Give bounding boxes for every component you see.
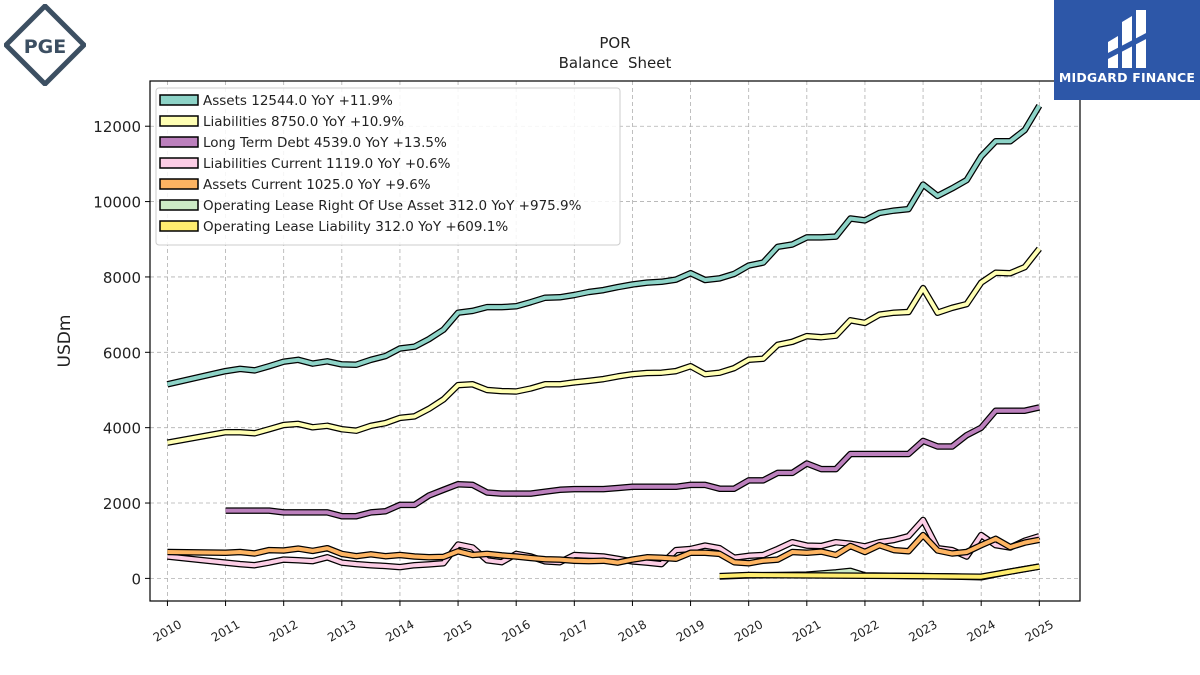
y-tick-label: 4000 bbox=[103, 420, 141, 438]
x-tick-label: 2020 bbox=[732, 617, 765, 644]
series-outline-1 bbox=[166, 246, 1042, 446]
legend-swatch-5 bbox=[159, 199, 199, 211]
midgard-finance-logo: MIDGARD FINANCE bbox=[1054, 0, 1200, 100]
x-tick-label: 2017 bbox=[558, 617, 591, 644]
x-tick-label: 2025 bbox=[1023, 617, 1056, 644]
legend-swatch-2 bbox=[159, 136, 199, 148]
legend-label-6: Operating Lease Liability 312.0 YoY +609… bbox=[203, 219, 508, 235]
x-tick-label: 2013 bbox=[325, 617, 358, 644]
x-tick-label: 2019 bbox=[674, 617, 707, 644]
company-logo-text: PGE bbox=[24, 36, 67, 58]
x-tick-label: 2014 bbox=[383, 617, 416, 644]
series-line-1 bbox=[167, 247, 1041, 445]
x-tick-label: 2023 bbox=[906, 617, 939, 644]
legend-swatch-4 bbox=[159, 178, 199, 190]
x-tick-label: 2016 bbox=[499, 617, 532, 644]
diamond-logo-icon bbox=[2, 2, 88, 88]
legend-label-3: Liabilities Current 1119.0 YoY +0.6% bbox=[203, 156, 451, 172]
series-line-6 bbox=[719, 564, 1040, 579]
plot-frame bbox=[149, 80, 1081, 602]
x-tick-label: 2010 bbox=[151, 617, 184, 644]
x-tick-label: 2018 bbox=[616, 617, 649, 644]
chart-title: POR bbox=[599, 34, 630, 52]
legend-label-1: Liabilities 8750.0 YoY +10.9% bbox=[203, 114, 404, 130]
midgard-finance-logo-text: MIDGARD FINANCE bbox=[1058, 70, 1196, 85]
series-line-2 bbox=[225, 405, 1040, 519]
y-ticks: 0 2000 4000 6000 8000 10000 12000 bbox=[93, 118, 150, 588]
legend-swatch-3 bbox=[159, 157, 199, 169]
midgard-emblem-icon bbox=[1106, 10, 1148, 68]
x-tick-label: 2012 bbox=[267, 617, 300, 644]
x-tick-label: 2021 bbox=[790, 617, 823, 644]
legend-label-2: Long Term Debt 4539.0 YoY +13.5% bbox=[203, 135, 447, 151]
y-tick-label: 2000 bbox=[103, 495, 141, 513]
series-line-0 bbox=[166, 104, 1042, 387]
legend: Assets 12544.0 YoY +11.9% Liabilities 875… bbox=[155, 87, 621, 246]
y-tick-label: 12000 bbox=[93, 118, 141, 136]
y-tick-label: 10000 bbox=[93, 194, 141, 212]
chart-subtitle: Balance Sheet bbox=[559, 54, 672, 72]
x-tick-label: 2022 bbox=[848, 617, 881, 644]
legend-swatch-1 bbox=[159, 115, 199, 127]
y-tick-label: 6000 bbox=[103, 344, 141, 362]
x-tick-label: 2024 bbox=[964, 617, 997, 644]
legend-swatch-0 bbox=[159, 94, 199, 106]
x-tick-label: 2015 bbox=[441, 617, 474, 644]
series-line-4 bbox=[167, 533, 1040, 566]
x-ticks: 2010 2011 2012 2013 2014 2015 2016 2017 2018 2019… bbox=[151, 601, 1056, 645]
legend-label-5: Operating Lease Right Of Use Asset 312.0… bbox=[203, 198, 582, 214]
legend-label-4: Assets Current 1025.0 YoY +9.6% bbox=[203, 177, 431, 193]
legend-box bbox=[155, 87, 621, 246]
company-logo: PGE bbox=[2, 2, 88, 88]
x-tick-label: 2011 bbox=[209, 617, 242, 644]
y-tick-label: 0 bbox=[131, 570, 141, 588]
y-tick-label: 8000 bbox=[103, 269, 141, 287]
legend-swatch-6 bbox=[159, 220, 199, 232]
y-axis-label: USDm bbox=[55, 315, 75, 368]
series-layer bbox=[166, 104, 1043, 581]
legend-label-0: Assets 12544.0 YoY +11.9% bbox=[203, 93, 393, 109]
